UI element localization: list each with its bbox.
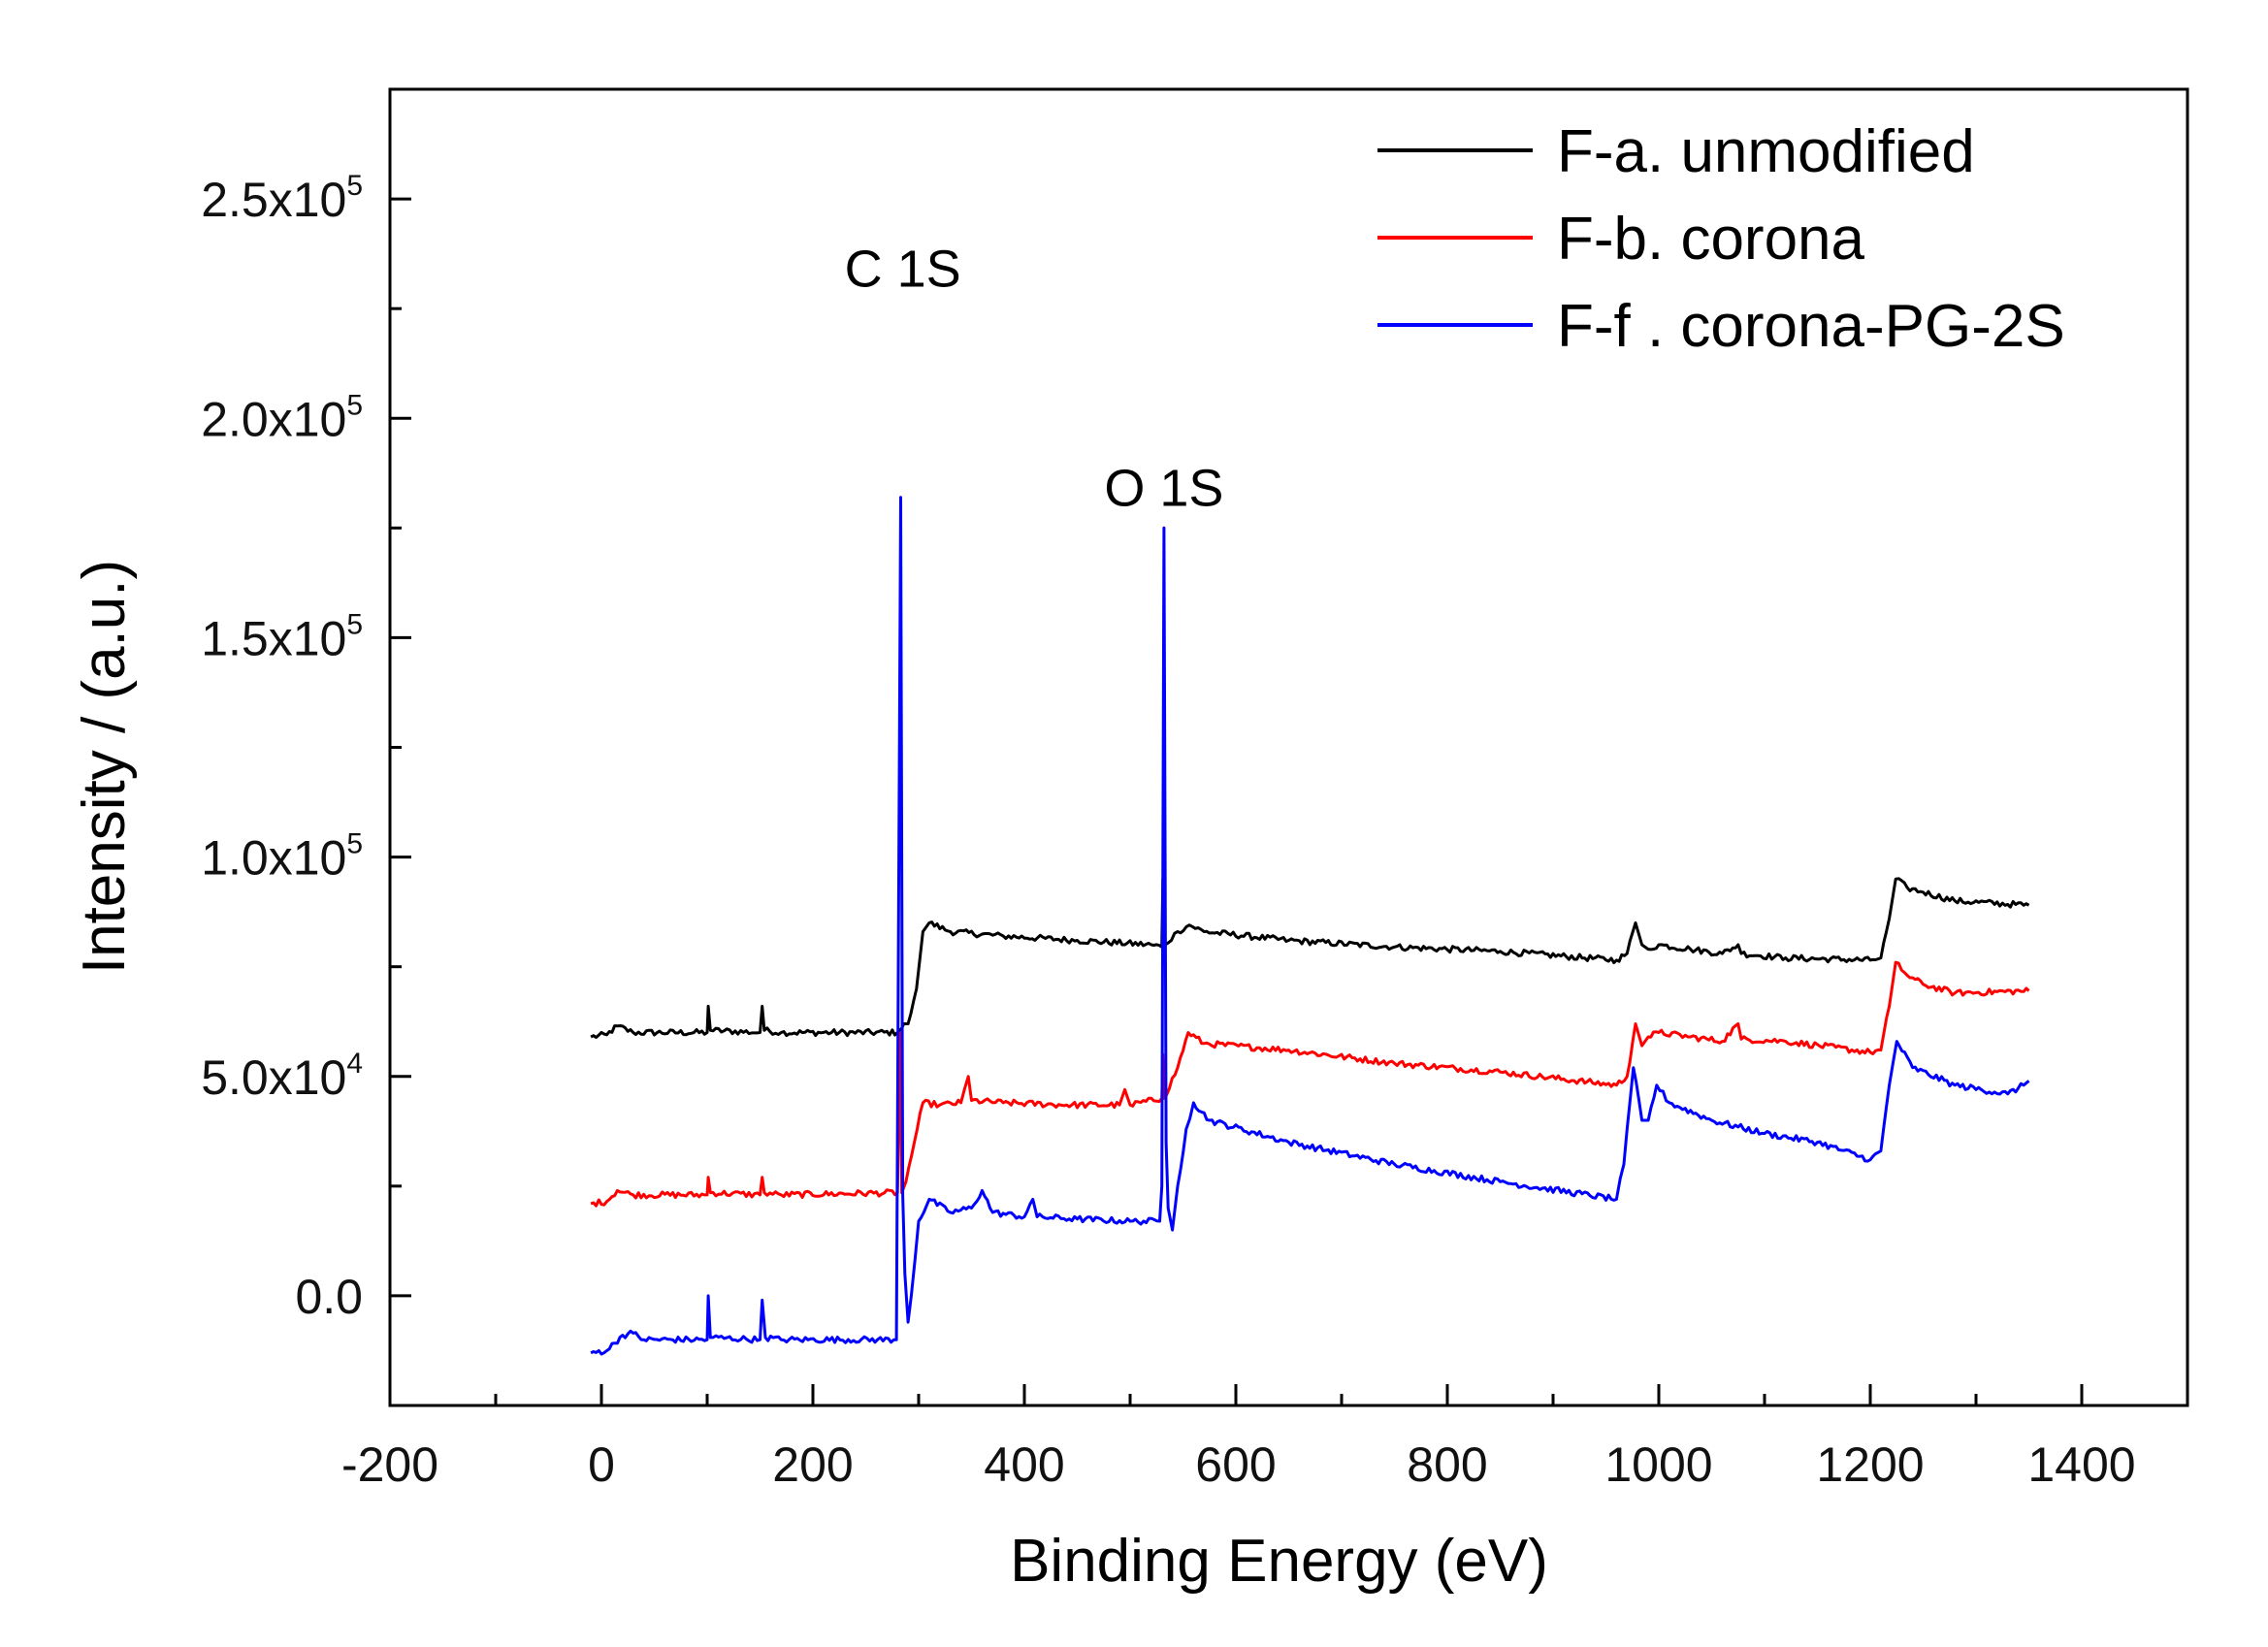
y-axis-title: Intensity / (a.u.) <box>71 560 138 974</box>
y-tick-label: 2.5x105 <box>201 170 363 227</box>
peak-annotation: O 1S <box>1104 460 1223 518</box>
legend-label: F-a. unmodified <box>1557 118 1975 185</box>
annotations: C 1S O 1S <box>845 241 1224 518</box>
peak-annotation: C 1S <box>845 241 961 299</box>
plot-area <box>590 496 2030 1356</box>
legend-label: F-b. corona <box>1557 206 1865 273</box>
x-tick-label: 1200 <box>1816 1437 1924 1492</box>
legend-label: F-f . corona-PG-2S <box>1557 293 2065 360</box>
y-tick-label: 2.0x105 <box>201 389 363 446</box>
y-tick-label: 0.0 <box>295 1270 363 1324</box>
x-tick-label: 400 <box>984 1437 1064 1492</box>
series-line-3 <box>590 496 2030 1356</box>
plot-frame <box>388 87 2189 1407</box>
y-tick-label: 5.0x104 <box>201 1048 363 1105</box>
y-tick-label: 1.0x105 <box>201 828 363 886</box>
x-tick-label: 600 <box>1195 1437 1276 1492</box>
x-tick-label: 0 <box>588 1437 615 1492</box>
series-line-2 <box>590 960 2030 1208</box>
x-tick-label: 200 <box>772 1437 853 1492</box>
y-tick-label: 1.5x105 <box>201 608 363 665</box>
x-tick-label: -200 <box>341 1437 438 1492</box>
legend: F-a. unmodified F-b. corona F-f . corona-P… <box>1377 118 2065 360</box>
x-tick-label: 1400 <box>2027 1437 2135 1492</box>
axes: -200 0 200 400 600 800 1000 1200 1400 0.0 5.0x104 1… <box>71 87 2189 1595</box>
x-axis-title: Binding Energy (eV) <box>1010 1528 1548 1595</box>
series-line-1 <box>590 877 2030 1039</box>
x-tick-label: 800 <box>1407 1437 1487 1492</box>
x-tick-label: 1000 <box>1604 1437 1712 1492</box>
